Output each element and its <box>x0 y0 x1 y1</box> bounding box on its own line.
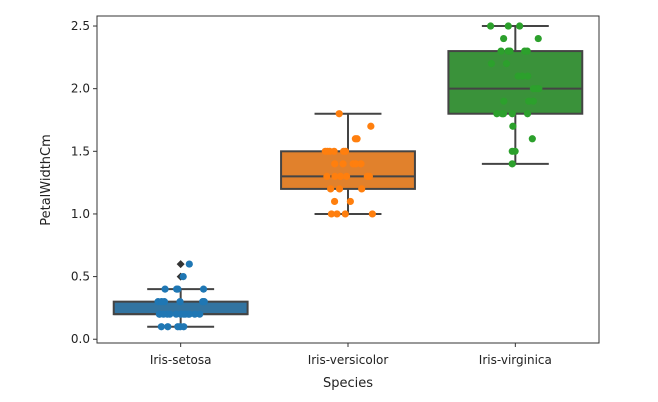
data-point <box>534 34 542 43</box>
data-point <box>487 60 496 68</box>
data-point <box>486 22 495 30</box>
data-point <box>200 298 208 306</box>
data-point <box>173 285 181 293</box>
data-point <box>331 172 339 180</box>
plot-marks <box>112 22 584 331</box>
data-point <box>321 147 329 155</box>
y-tick-label: 1.5 <box>71 144 90 158</box>
y-axis-label: PetalWidthCm <box>39 134 54 226</box>
x-tick-label: Iris-versicolor <box>308 353 389 367</box>
data-point <box>497 47 505 55</box>
data-point <box>158 298 166 306</box>
data-point <box>524 72 532 80</box>
data-point <box>500 97 508 105</box>
x-tick-label: Iris-virginica <box>479 353 552 367</box>
data-point <box>185 260 193 268</box>
data-point <box>180 310 188 318</box>
data-point <box>346 197 354 206</box>
data-point <box>504 22 512 30</box>
data-point <box>529 85 538 93</box>
data-point <box>330 197 339 206</box>
data-point <box>500 34 508 43</box>
strip-points <box>154 260 208 331</box>
data-point <box>506 47 514 55</box>
data-point <box>179 272 187 281</box>
y-tick-label: 0.0 <box>71 332 90 346</box>
x-axis-label: Species <box>323 376 373 391</box>
y-tick-label: 1.0 <box>71 207 90 221</box>
data-point <box>176 298 184 306</box>
data-point <box>161 285 169 293</box>
y-tick-label: 0.5 <box>71 270 90 284</box>
data-point <box>516 22 524 30</box>
x-tick-label: Iris-setosa <box>150 353 212 367</box>
data-point <box>335 185 344 193</box>
data-point <box>351 135 359 143</box>
data-point <box>357 160 365 168</box>
strip-points <box>486 22 543 168</box>
data-point <box>191 310 199 318</box>
data-point <box>174 323 182 331</box>
data-point <box>509 122 517 130</box>
data-point <box>185 310 193 318</box>
data-point <box>514 72 522 80</box>
data-point <box>508 147 516 155</box>
data-point <box>336 172 345 180</box>
data-point <box>363 172 371 180</box>
data-point <box>502 60 511 68</box>
data-point <box>164 323 172 331</box>
x-axis-ticks: Iris-setosa Iris-versicolor Iris-virginica <box>150 343 552 367</box>
data-point <box>493 110 501 118</box>
data-point <box>341 210 349 218</box>
data-point <box>508 160 516 168</box>
data-point <box>199 285 208 293</box>
data-point <box>529 97 537 105</box>
data-point <box>330 147 338 155</box>
plot-frame <box>96 15 600 344</box>
data-point <box>339 160 347 168</box>
data-point <box>323 172 331 180</box>
data-point <box>335 110 343 118</box>
box-iqr <box>447 50 584 115</box>
data-point <box>331 160 339 168</box>
box-iqr <box>280 150 416 190</box>
data-point <box>180 323 188 331</box>
data-point <box>508 110 516 118</box>
y-axis-ticks: 0.0 0.5 1.0 1.5 2.0 2.5 <box>71 19 97 346</box>
outlier-marker <box>176 260 185 269</box>
data-point <box>159 310 168 318</box>
data-point <box>339 147 348 155</box>
y-tick-label: 2.5 <box>71 19 90 33</box>
data-point <box>523 110 532 118</box>
y-tick-label: 2.0 <box>71 82 90 96</box>
data-point <box>327 185 335 193</box>
data-point <box>342 172 351 180</box>
strip-points <box>321 110 376 218</box>
data-point <box>523 47 531 55</box>
data-point <box>327 210 336 218</box>
box-group <box>447 25 584 165</box>
data-point <box>333 210 341 218</box>
data-point <box>358 185 366 193</box>
data-point <box>157 323 165 331</box>
data-point <box>367 122 375 130</box>
data-point <box>498 110 506 118</box>
data-point <box>528 135 536 143</box>
data-point <box>352 160 360 168</box>
data-point <box>368 210 376 218</box>
